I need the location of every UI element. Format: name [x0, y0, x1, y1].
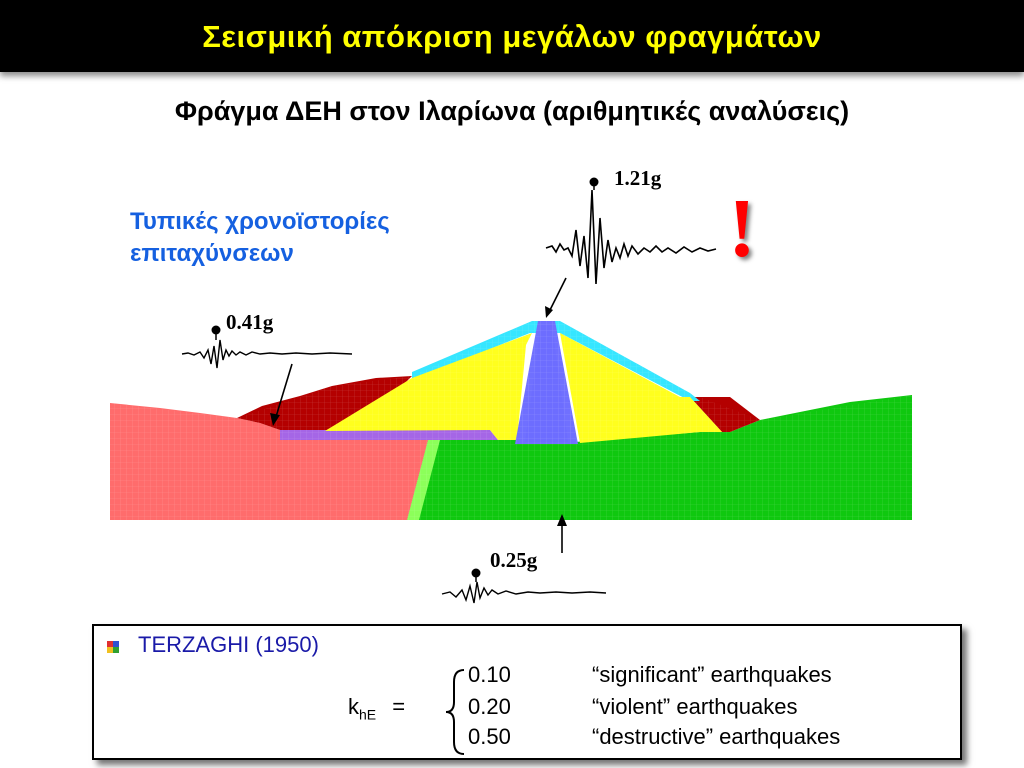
bullet-icon: [107, 641, 119, 653]
coefficient-row-violent: 0.20 “violent” earthquakes: [468, 694, 797, 720]
crest-arrow: [547, 277, 567, 315]
coefficient-row-significant: 0.10 “significant” earthquakes: [468, 662, 832, 688]
coefficient-description: “violent” earthquakes: [592, 694, 798, 719]
accel-history-note: Τυπικές χρονοϊστορίες επιταχύνσεων: [130, 206, 390, 270]
exclamation-mark: !: [728, 182, 756, 275]
slide-subtitle: Φράγμα ΔΕΗ στον Ιλαρίωνα (αριθμητικές αν…: [174, 96, 850, 126]
base-acceleration-label: 0.25g: [490, 548, 538, 572]
fe-mesh-overlay: [110, 321, 912, 520]
coefficient-value: 0.50: [468, 724, 511, 749]
k-symbol: k: [348, 694, 359, 719]
coefficient-description: “destructive” earthquakes: [592, 724, 841, 749]
equals-sign: =: [392, 694, 406, 719]
title-bar: Σεισμική απόκριση μεγάλων φραγμάτων: [0, 0, 1024, 72]
coefficient-row-destructive: 0.50 “destructive” earthquakes: [468, 724, 840, 750]
note-line-1: Τυπικές χρονοϊστορίες: [130, 208, 390, 235]
coefficient-description: “significant” earthquakes: [592, 662, 832, 687]
base-accelerogram: [441, 581, 607, 604]
crest-accelerogram: [545, 189, 717, 285]
terzaghi-box: TERZAGHI (1950) khE = 0.10 “significant”…: [92, 624, 962, 760]
left-bank-accelerogram: [181, 339, 353, 369]
note-line-2: επιταχύνσεων: [130, 240, 294, 267]
terzaghi-heading: TERZAGHI (1950): [138, 632, 319, 657]
coefficient-value: 0.10: [468, 662, 511, 687]
coefficient-value: 0.20: [468, 694, 511, 719]
k-subscript: hE: [359, 706, 377, 723]
crest-acceleration-label: 1.21g: [614, 166, 662, 190]
k-he-label: khE =: [348, 694, 405, 722]
left-acceleration-label: 0.41g: [226, 310, 274, 334]
left-arrow: [274, 363, 293, 421]
left-brace-icon: [445, 669, 465, 755]
slide-title: Σεισμική απόκριση μεγάλων φραγμάτων: [202, 19, 822, 54]
